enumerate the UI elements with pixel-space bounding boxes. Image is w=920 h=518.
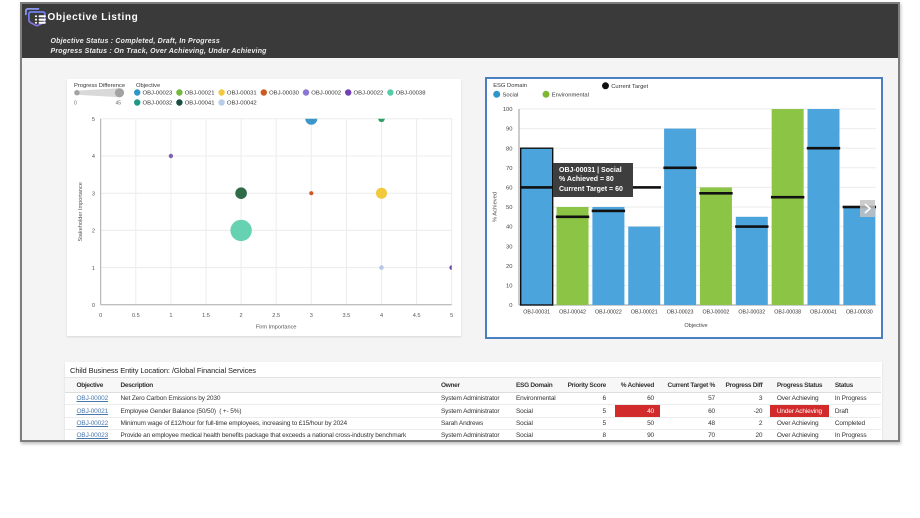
svg-text:5: 5 xyxy=(92,117,95,123)
svg-text:OBJ-00002: OBJ-00002 xyxy=(311,91,341,97)
svg-text:OBJ-00022: OBJ-00022 xyxy=(595,310,622,316)
svg-text:OBJ-00030: OBJ-00030 xyxy=(846,310,873,316)
svg-text:ESG Domain: ESG Domain xyxy=(493,83,527,89)
svg-text:70: 70 xyxy=(506,166,512,172)
svg-text:Objective: Objective xyxy=(684,323,707,329)
svg-text:Current Target: Current Target xyxy=(611,84,648,90)
svg-text:OBJ-00031: OBJ-00031 xyxy=(227,91,257,97)
svg-text:1: 1 xyxy=(92,266,95,272)
svg-text:5: 5 xyxy=(450,313,453,319)
svg-text:3: 3 xyxy=(92,191,95,197)
svg-text:60: 60 xyxy=(506,186,512,192)
svg-text:2: 2 xyxy=(240,313,243,319)
svg-text:2: 2 xyxy=(92,229,95,235)
svg-text:4.5: 4.5 xyxy=(413,313,421,319)
svg-text:80: 80 xyxy=(506,146,512,152)
svg-text:OBJ-00032: OBJ-00032 xyxy=(738,310,765,316)
svg-text:OBJ-00030: OBJ-00030 xyxy=(269,91,300,97)
svg-text:3.5: 3.5 xyxy=(343,313,351,319)
svg-text:3: 3 xyxy=(310,313,313,319)
svg-text:4: 4 xyxy=(380,313,383,319)
svg-text:OBJ-00021: OBJ-00021 xyxy=(185,91,215,97)
svg-text:45: 45 xyxy=(116,101,122,107)
svg-text:Firm Importance: Firm Importance xyxy=(256,325,297,331)
svg-text:90: 90 xyxy=(506,127,512,133)
svg-text:Objective: Objective xyxy=(136,83,160,89)
svg-text:Progress Difference: Progress Difference xyxy=(74,83,125,89)
svg-text:OBJ-00021: OBJ-00021 xyxy=(631,310,658,316)
svg-text:2.5: 2.5 xyxy=(272,313,280,319)
svg-text:OBJ-00038: OBJ-00038 xyxy=(774,310,801,316)
svg-text:OBJ-00032: OBJ-00032 xyxy=(143,101,173,107)
svg-text:% Achieved: % Achieved xyxy=(493,192,499,222)
svg-text:0: 0 xyxy=(509,303,512,309)
svg-text:30: 30 xyxy=(506,244,512,250)
svg-text:OBJ-00031: OBJ-00031 xyxy=(523,310,550,316)
svg-text:OBJ-00042: OBJ-00042 xyxy=(227,101,257,107)
svg-text:100: 100 xyxy=(503,107,513,113)
svg-text:20: 20 xyxy=(506,264,512,270)
svg-text:OBJ-00023: OBJ-00023 xyxy=(143,91,174,97)
svg-text:4: 4 xyxy=(92,154,95,160)
svg-text:OBJ-00038: OBJ-00038 xyxy=(396,91,427,97)
svg-text:40: 40 xyxy=(506,225,512,231)
svg-text:10: 10 xyxy=(506,284,512,290)
svg-text:1.5: 1.5 xyxy=(202,313,210,319)
svg-text:Stakeholder Importance: Stakeholder Importance xyxy=(78,182,84,241)
svg-text:OBJ-00022: OBJ-00022 xyxy=(354,91,384,97)
svg-text:0: 0 xyxy=(74,101,77,107)
svg-text:OBJ-00042: OBJ-00042 xyxy=(559,310,586,316)
svg-text:0: 0 xyxy=(99,313,102,319)
svg-text:OBJ-00041: OBJ-00041 xyxy=(810,310,837,316)
svg-text:50: 50 xyxy=(506,205,512,211)
svg-text:Social: Social xyxy=(503,93,519,99)
svg-text:Environmental: Environmental xyxy=(552,93,589,99)
svg-text:0.5: 0.5 xyxy=(132,313,140,319)
svg-text:1: 1 xyxy=(169,313,172,319)
svg-text:OBJ-00002: OBJ-00002 xyxy=(703,310,730,316)
svg-text:OBJ-00023: OBJ-00023 xyxy=(667,310,694,316)
svg-text:0: 0 xyxy=(92,303,95,309)
svg-text:OBJ-00041: OBJ-00041 xyxy=(185,101,215,107)
